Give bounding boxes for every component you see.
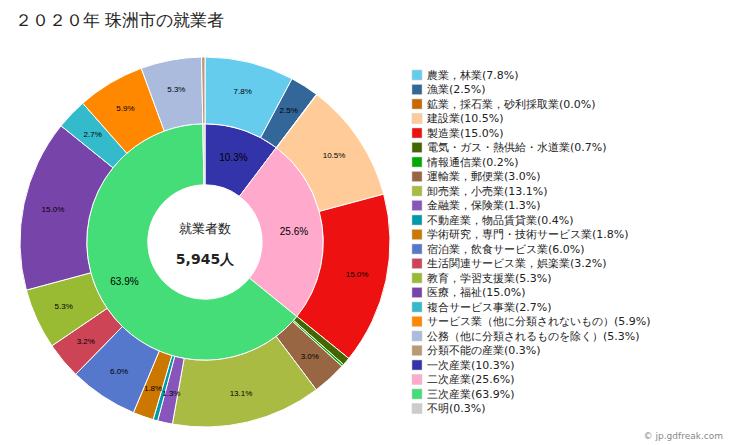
legend-swatch: [412, 360, 422, 370]
data-label: 1.3%: [162, 389, 180, 398]
data-label: 5.9%: [116, 104, 134, 113]
legend-swatch: [412, 389, 422, 399]
legend: 農業，林業(7.8%)漁業(2.5%) 鉱業，採石業，砂利採取業(0.0%)建設業…: [412, 69, 651, 416]
legend-swatch: [412, 230, 422, 240]
chart: ２０２０年 珠洲市の就業者 10.3% 25.6% 63.9% 7.8% 2.5% 10.5…: [0, 0, 729, 445]
legend-swatch: [412, 375, 422, 385]
data-label: 63.9%: [110, 276, 138, 287]
legend-entry: 金融業，保険業(1.3%): [427, 199, 541, 212]
data-label: 2.7%: [84, 130, 102, 139]
legend-entry: 漁業(2.5%): [427, 83, 486, 96]
background: [0, 0, 729, 445]
legend-swatch: [412, 186, 422, 196]
legend-swatch: [412, 85, 422, 95]
legend-entry: 農業，林業(7.8%): [427, 69, 519, 82]
legend-entry: サービス業（他に分類されないもの）(5.9%): [427, 315, 651, 328]
legend-swatch: [412, 143, 422, 153]
legend-entry: 三次産業(63.9%): [427, 388, 515, 401]
legend-entry: 教育，学習支援業(5.3%): [427, 272, 552, 285]
data-label: 5.3%: [55, 302, 73, 311]
legend-swatch: [412, 346, 422, 356]
data-label: 7.8%: [234, 87, 252, 96]
legend-swatch: [412, 302, 422, 312]
legend-entry: 不明(0.3%): [427, 402, 486, 415]
data-label: 6.0%: [110, 367, 128, 376]
data-label: 10.3%: [219, 152, 247, 163]
rings: [20, 57, 390, 427]
legend-swatch: [412, 114, 422, 124]
legend-swatch: [412, 404, 422, 414]
legend-entry: 医療，福祉(15.0%): [427, 286, 526, 299]
slice: [203, 124, 205, 185]
legend-entry: 製造業(15.0%): [427, 127, 504, 140]
legend-swatch: [412, 70, 422, 80]
legend-swatch: [412, 201, 422, 211]
watermark: © jp.gdfreak.com: [644, 431, 723, 441]
legend-entry: 建設業(10.5%): [426, 112, 504, 125]
legend-entry: 学術研究，専門・技術サービス業(1.8%): [427, 228, 629, 241]
slice: [202, 57, 205, 124]
data-label: 1.8%: [144, 384, 162, 393]
center-label: 就業者数: [179, 221, 231, 236]
legend-swatch: [412, 172, 422, 182]
legend-swatch: [412, 273, 422, 283]
legend-entry: 分類不能の産業(0.3%): [427, 344, 541, 357]
legend-entry: 一次産業(10.3%): [427, 359, 515, 372]
data-label: 15.0%: [346, 270, 369, 279]
legend-entry: 鉱業，採石業，砂利採取業(0.0%): [427, 98, 596, 111]
data-label: 25.6%: [280, 226, 308, 237]
slice: [141, 57, 203, 131]
slice: [172, 336, 316, 427]
legend-swatch: [412, 215, 422, 225]
data-label: 13.1%: [230, 389, 253, 398]
data-label: 15.0%: [42, 205, 65, 214]
legend-entry: 公務（他に分類されるものを除く）(5.3%): [427, 330, 640, 343]
data-label: 10.5%: [323, 151, 346, 160]
legend-swatch: [412, 157, 422, 167]
title: ２０２０年 珠洲市の就業者: [15, 10, 224, 30]
data-labels: 10.3% 25.6% 63.9% 7.8% 2.5% 10.5% 15.0% 3.0% 13.…: [42, 85, 369, 399]
legend-entry: 複合サービス事業(2.7%): [427, 301, 552, 314]
legend-entry: 情報通信業(0.2%): [426, 156, 519, 169]
data-label: 5.3%: [167, 85, 185, 94]
legend-entry: 二次産業(25.6%): [427, 373, 515, 386]
legend-entry: 電気・ガス・熱供給・水道業(0.7%): [427, 141, 607, 154]
legend-entry: 運輸業，郵便業(3.0%): [427, 170, 541, 183]
data-label: 3.0%: [301, 352, 319, 361]
legend-entry: 生活関連サービス業，娯楽業(3.2%): [427, 257, 607, 270]
legend-entry: 宿泊業，飲食サービス業(6.0%): [427, 243, 585, 256]
legend-swatch: [412, 259, 422, 269]
legend-entry: 卸売業，小売業(13.1%): [427, 185, 548, 198]
center-label: 5,945人: [176, 251, 235, 267]
legend-swatch: [412, 244, 422, 254]
slice: [76, 327, 160, 413]
legend-swatch: [412, 331, 422, 341]
data-label: 3.2%: [77, 337, 95, 346]
legend-entry: 不動産業，物品賃貸業(0.4%): [427, 214, 574, 227]
legend-swatch: [412, 99, 422, 109]
legend-swatch: [412, 317, 422, 327]
legend-swatch: [412, 288, 422, 298]
slice: [277, 95, 384, 212]
data-label: 2.5%: [280, 106, 298, 115]
legend-swatch: [412, 128, 422, 138]
